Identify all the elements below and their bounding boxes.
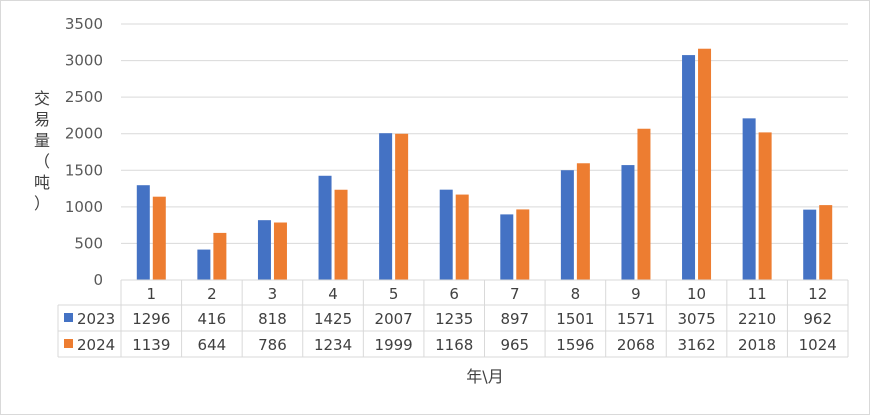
data-value: 818 [258, 310, 287, 328]
bar-2024-9 [637, 128, 651, 280]
category-label: 9 [631, 285, 641, 303]
legend-key-2024 [64, 339, 73, 348]
bar-2023-2 [197, 249, 211, 280]
y-axis-title: 交易量（吨） [34, 89, 50, 213]
bar-2023-6 [439, 189, 453, 280]
bar-2023-12 [803, 209, 817, 280]
data-value: 962 [803, 310, 832, 328]
category-label: 6 [449, 285, 459, 303]
bar-2024-11 [758, 132, 772, 280]
data-value: 1168 [435, 336, 473, 354]
bar-2023-11 [742, 118, 756, 281]
category-label: 1 [147, 285, 157, 303]
y-tick-label: 2500 [65, 88, 103, 106]
data-value: 1596 [556, 336, 594, 354]
bar-2024-7 [516, 209, 530, 280]
y-tick-label: 2000 [65, 125, 103, 143]
bar-2023-3 [257, 220, 271, 280]
bar-2024-8 [576, 163, 590, 280]
data-value: 1139 [132, 336, 170, 354]
bars [136, 48, 833, 281]
data-value: 1296 [132, 310, 170, 328]
bar-2023-8 [560, 170, 574, 280]
bar-2024-1 [152, 196, 166, 280]
x-axis-title: 年\月 [466, 367, 503, 386]
data-value: 1235 [435, 310, 473, 328]
bar-2023-5 [379, 133, 393, 280]
bar-2024-2 [213, 232, 227, 280]
bar-2024-5 [395, 133, 409, 280]
category-label: 12 [808, 285, 827, 303]
category-label: 5 [389, 285, 399, 303]
y-tick-label: 1000 [65, 198, 103, 216]
category-label: 4 [328, 285, 338, 303]
bar-2023-4 [318, 175, 332, 280]
bar-2023-7 [500, 214, 514, 280]
data-value: 2018 [738, 336, 776, 354]
bar-2024-3 [273, 222, 287, 280]
category-label: 10 [687, 285, 706, 303]
data-value: 786 [258, 336, 287, 354]
data-value: 965 [500, 336, 529, 354]
bar-2024-10 [698, 48, 712, 280]
bar-2023-9 [621, 165, 635, 280]
category-label: 7 [510, 285, 520, 303]
category-label: 2 [207, 285, 217, 303]
y-tick-label: 3500 [65, 15, 103, 33]
legend-label: 2023 [77, 310, 115, 328]
data-value: 1024 [799, 336, 837, 354]
category-label: 3 [268, 285, 278, 303]
data-value: 644 [198, 336, 227, 354]
bar-2023-10 [682, 55, 696, 281]
data-value: 2210 [738, 310, 776, 328]
data-value: 1999 [375, 336, 413, 354]
data-value: 3162 [677, 336, 715, 354]
data-value: 2007 [375, 310, 413, 328]
data-value: 897 [500, 310, 529, 328]
data-value: 1501 [556, 310, 594, 328]
data-value: 1425 [314, 310, 352, 328]
bar-2024-12 [819, 205, 833, 280]
y-tick-label: 1500 [65, 161, 103, 179]
bar-2024-4 [334, 189, 348, 280]
legend-label: 2024 [77, 336, 115, 354]
data-value: 416 [198, 310, 227, 328]
data-value: 2068 [617, 336, 655, 354]
data-value: 3075 [677, 310, 715, 328]
category-label: 8 [571, 285, 581, 303]
bar-2024-6 [455, 194, 469, 280]
bar-2023-1 [136, 185, 150, 280]
data-value: 1234 [314, 336, 352, 354]
y-axis-ticks: 0 500 1000 1500 2000 2500 3000 3500 [65, 15, 103, 289]
gridlines [121, 23, 848, 244]
data-value: 1571 [617, 310, 655, 328]
y-tick-label: 0 [93, 271, 103, 289]
y-tick-label: 3000 [65, 52, 103, 70]
legend-key-2023 [64, 313, 73, 322]
category-label: 11 [748, 285, 767, 303]
y-tick-label: 500 [74, 234, 103, 252]
